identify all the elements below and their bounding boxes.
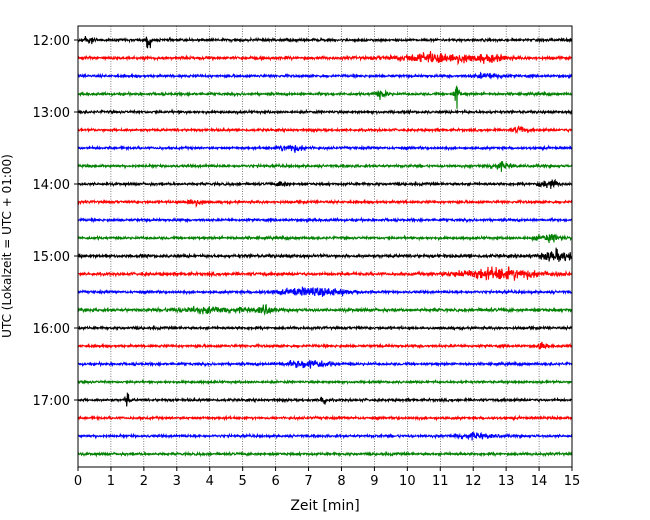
x-tick-label: 14 [531,474,548,489]
seismic-trace-1430 [77,216,573,224]
x-tick-label: 10 [399,474,416,489]
seismic-trace-1415 [77,198,573,208]
x-tick-label: 15 [564,474,581,489]
y-axis-label: UTC (Lokalzeit = UTC + 01:00) [0,154,14,338]
y-axis: 12:00 13:00 14:00 15:00 16:00 17:00 [33,34,78,409]
x-tick-label: 11 [432,474,449,489]
plot-frame [77,25,573,468]
seismic-trace-1445 [77,233,573,244]
seismic-trace-1645 [77,378,573,386]
x-axis: 0 1 2 3 4 5 6 7 8 9 10 11 12 13 14 15 [74,467,580,489]
seismic-trace-1345 [77,160,573,172]
seismic-trace-1245 [77,84,573,109]
y-tick-label: 12:00 [33,34,70,49]
trace-group [77,36,573,458]
seismic-trace-1715 [77,414,573,422]
seismic-trace-1230 [77,71,573,81]
x-tick-label: 12 [465,474,482,489]
seismic-trace-1300 [77,108,573,116]
seismic-trace-1730 [77,431,573,441]
x-tick-label: 7 [304,474,312,489]
x-tick-label: 4 [206,474,214,489]
x-tick-label: 0 [74,474,82,489]
seismic-trace-1545 [77,303,573,316]
seismic-trace-1515 [77,266,573,281]
seismic-trace-1500 [77,247,573,262]
x-tick-label: 2 [140,474,148,489]
x-tick-label: 6 [271,474,279,489]
x-axis-label: Zeit [min] [290,498,359,514]
x-tick-label: 9 [370,474,378,489]
y-tick-label: 15:00 [33,250,70,265]
y-tick-label: 14:00 [33,178,70,193]
seismic-trace-1200 [77,36,573,49]
seismic-trace-1315 [77,125,573,135]
y-tick-label: 17:00 [33,394,70,409]
x-tick-label: 5 [239,474,247,489]
seismic-trace-1615 [77,341,573,350]
seismic-trace-1745 [77,450,573,458]
seismic-trace-1215 [77,50,573,66]
seismic-trace-1330 [77,144,573,153]
x-tick-label: 13 [498,474,515,489]
x-tick-label: 8 [337,474,345,489]
x-tick-label: 3 [173,474,181,489]
y-tick-label: 16:00 [33,322,70,337]
y-tick-label: 13:00 [33,106,70,121]
grid-lines [110,26,540,467]
seismic-trace-1530 [77,286,573,297]
seismic-trace-1630 [77,359,573,369]
seismic-trace-1400 [77,178,573,189]
seismic-trace-1700 [77,392,573,407]
seismic-trace-1600 [77,324,573,332]
x-tick-label: 1 [107,474,115,489]
